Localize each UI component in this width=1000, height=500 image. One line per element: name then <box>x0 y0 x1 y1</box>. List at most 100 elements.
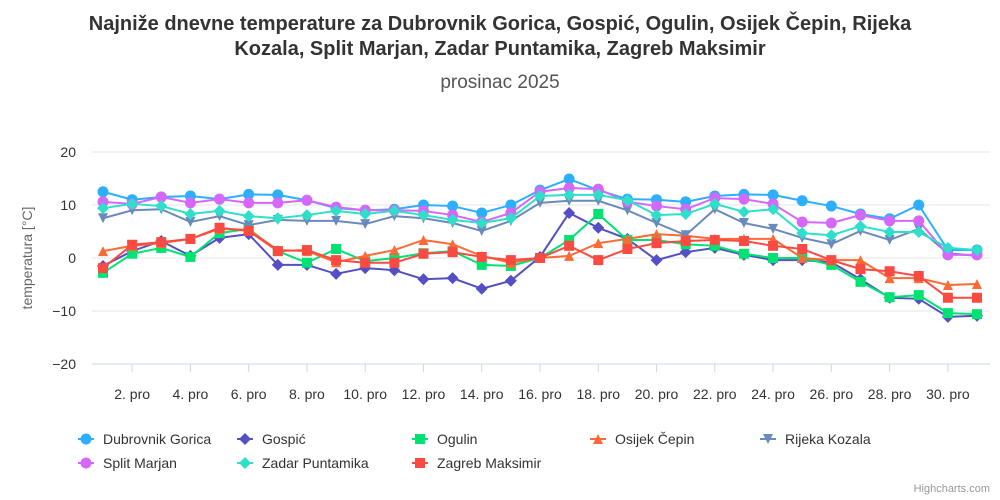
point-marker <box>621 194 634 207</box>
legend-symbol <box>80 433 92 445</box>
legend-label: Zadar Puntamika <box>262 455 369 471</box>
point-marker <box>854 209 866 221</box>
point-marker <box>564 240 575 251</box>
point-marker <box>505 255 516 266</box>
point-marker <box>563 188 576 201</box>
point-marker <box>476 259 487 270</box>
point-marker <box>184 197 196 209</box>
x-tick-label: 26. pro <box>810 386 854 402</box>
y-tick-label: −20 <box>52 356 76 372</box>
point-marker <box>942 249 954 261</box>
point-marker <box>913 271 924 282</box>
point-marker <box>301 257 312 268</box>
x-tick-label: 30. pro <box>926 386 970 402</box>
point-marker <box>98 263 108 274</box>
point-marker <box>942 308 953 319</box>
point-marker <box>972 292 982 303</box>
point-marker <box>738 218 749 229</box>
point-marker <box>796 227 809 240</box>
point-marker <box>855 276 866 287</box>
point-marker <box>651 200 663 212</box>
point-marker <box>738 236 749 247</box>
point-marker <box>243 197 255 209</box>
point-marker <box>941 241 954 254</box>
point-marker <box>475 282 488 295</box>
point-marker <box>504 212 517 225</box>
x-tick-label: 14. pro <box>460 386 504 402</box>
point-marker <box>855 264 866 275</box>
point-marker <box>535 197 545 208</box>
point-marker <box>417 209 430 222</box>
point-marker <box>767 189 779 201</box>
point-marker <box>592 221 605 234</box>
point-marker <box>913 215 925 227</box>
point-marker <box>737 205 750 218</box>
point-marker <box>331 215 342 226</box>
point-marker <box>389 245 400 256</box>
legend-item[interactable]: Gospić <box>237 431 306 447</box>
point-marker <box>826 255 837 266</box>
legend-item[interactable]: Rijeka Kozala <box>760 431 871 447</box>
point-marker <box>185 251 196 262</box>
x-tick-label: 6. pro <box>231 386 267 402</box>
point-marker <box>855 255 866 266</box>
legend-label: Rijeka Kozala <box>785 431 871 447</box>
point-marker <box>797 253 808 263</box>
credits-link[interactable]: Highcharts.com <box>914 483 990 495</box>
point-marker <box>913 199 925 211</box>
point-marker <box>418 234 429 245</box>
point-marker <box>97 196 109 208</box>
point-marker <box>155 200 168 213</box>
point-marker <box>360 257 371 268</box>
point-marker <box>942 280 953 291</box>
point-marker <box>476 225 487 236</box>
point-marker <box>680 230 691 241</box>
point-marker <box>884 266 895 277</box>
legend-item[interactable]: Zagreb Maksimir <box>412 455 542 471</box>
chart-subtitle: prosinac 2025 <box>440 72 559 93</box>
legend-item[interactable]: Dubrovnik Gorica <box>78 431 211 447</box>
point-marker <box>884 215 896 227</box>
point-marker <box>98 246 108 257</box>
legend-label: Dubrovnik Gorica <box>103 431 211 447</box>
point-marker <box>709 240 720 251</box>
y-tick-label: 20 <box>60 144 76 160</box>
point-marker <box>185 216 196 227</box>
point-marker <box>884 292 895 303</box>
point-marker <box>389 257 400 268</box>
point-marker <box>972 278 982 289</box>
legend-item[interactable]: Ogulin <box>412 431 477 447</box>
point-marker <box>447 239 458 250</box>
series-dubrovnik-gorica <box>97 173 983 256</box>
point-marker <box>127 239 138 250</box>
y-tick-label: −10 <box>52 303 76 319</box>
point-marker <box>708 197 721 210</box>
point-marker <box>796 216 808 228</box>
point-marker <box>593 255 604 266</box>
point-marker <box>97 186 109 198</box>
legend-item[interactable]: Zadar Puntamika <box>237 455 369 471</box>
point-marker <box>593 209 604 220</box>
point-marker <box>447 247 458 258</box>
point-marker <box>98 213 108 224</box>
legend-item[interactable]: Osijek Čepin <box>590 431 694 447</box>
point-marker <box>185 233 196 244</box>
point-marker <box>680 236 691 247</box>
point-marker <box>243 188 255 200</box>
point-marker <box>418 248 429 259</box>
legend-symbol <box>415 434 425 444</box>
point-marker <box>126 197 139 210</box>
point-marker <box>971 244 983 257</box>
point-marker <box>709 234 720 245</box>
y-axis-label: temperatura [°C] <box>19 207 35 310</box>
point-marker <box>214 222 225 233</box>
point-marker <box>476 207 488 219</box>
point-marker <box>826 239 837 250</box>
legend-item[interactable]: Split Marjan <box>78 455 177 471</box>
point-marker <box>243 220 254 231</box>
x-tick-label: 4. pro <box>172 386 208 402</box>
legend-symbol <box>763 434 773 444</box>
point-marker <box>272 246 283 257</box>
series-zadar-puntamika <box>97 188 983 257</box>
